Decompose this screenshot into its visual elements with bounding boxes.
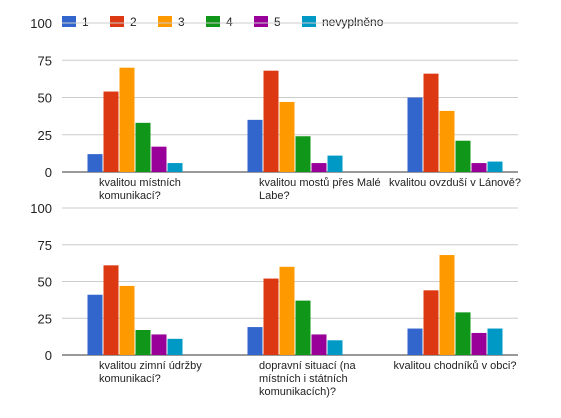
bar	[487, 161, 503, 172]
x-tick-label-line: komunikací?	[99, 190, 161, 202]
legend-label: 4	[226, 15, 233, 29]
y-tick-label: 75	[38, 238, 52, 253]
legend-swatch	[206, 16, 220, 27]
legend-swatch	[158, 16, 172, 27]
x-tick-label-line: komunikací?	[99, 373, 161, 385]
bar	[423, 73, 439, 172]
legend-swatch	[62, 16, 76, 27]
bar	[151, 146, 167, 172]
y-tick-label: 50	[38, 275, 52, 290]
legend-label: 2	[130, 15, 137, 29]
legend-label: nevyplněno	[322, 15, 384, 29]
x-tick-label-line: kvalitou mostů přes Malé	[259, 177, 381, 189]
x-tick-label: kvalitou zimní údržby komunikací?	[99, 360, 202, 385]
bar	[167, 163, 183, 172]
x-tick-label-line: místních i státních	[259, 373, 348, 385]
bar	[407, 97, 423, 172]
bar	[455, 140, 471, 172]
bar	[439, 255, 455, 355]
bar	[439, 110, 455, 172]
x-tick-label-line: Labe?	[259, 190, 290, 202]
bar	[279, 266, 295, 355]
bar	[87, 154, 103, 172]
x-tick-label: kvalitou místních komunikací?	[99, 177, 181, 202]
bar	[87, 294, 103, 355]
bar	[455, 312, 471, 355]
x-tick-label-line: komunikacích)?	[259, 386, 336, 398]
bar	[167, 338, 183, 355]
bar	[471, 163, 487, 172]
bar	[151, 334, 167, 355]
bar	[327, 155, 343, 172]
x-tick-label: dopravní situací (na místních i státních k…	[259, 360, 356, 398]
bar	[279, 101, 295, 172]
bar	[487, 328, 503, 355]
bar	[407, 328, 423, 355]
x-tick-label-line: kvalitou zimní údržby	[99, 360, 202, 372]
y-tick-label: 75	[38, 53, 52, 68]
bar	[311, 163, 327, 172]
y-tick-label: 0	[45, 348, 52, 363]
x-tick-label: kvalitou chodníků v obci?	[394, 360, 517, 372]
y-tick-label: 100	[30, 16, 52, 31]
y-tick-label: 100	[30, 201, 52, 216]
bar	[247, 327, 263, 355]
x-tick-label: kvalitou ovzduší v Lánově?	[389, 177, 521, 189]
y-tick-label: 0	[45, 165, 52, 180]
bar	[471, 332, 487, 355]
legend-label: 3	[178, 15, 185, 29]
bar	[263, 70, 279, 172]
bar	[103, 265, 119, 355]
bar	[311, 334, 327, 355]
bar	[103, 91, 119, 172]
y-tick-label: 25	[38, 128, 52, 143]
bar	[135, 330, 151, 355]
x-tick-label-line: kvalitou místních	[99, 177, 181, 189]
bar	[295, 300, 311, 355]
legend-label: 5	[274, 15, 281, 29]
bar	[247, 119, 263, 172]
bar	[295, 136, 311, 172]
bar	[423, 290, 439, 355]
y-tick-label: 50	[38, 91, 52, 106]
bar	[327, 340, 343, 355]
bar	[119, 67, 135, 172]
x-tick-label: kvalitou mostů přes Malé Labe?	[259, 177, 381, 202]
bar	[119, 285, 135, 355]
x-tick-label-line: kvalitou chodníků v obci?	[394, 360, 517, 372]
y-tick-label: 25	[38, 311, 52, 326]
legend-label: 1	[82, 15, 89, 29]
x-tick-label-line: dopravní situací (na	[259, 360, 356, 372]
bar	[135, 122, 151, 172]
x-tick-label-line: kvalitou ovzduší v Lánově?	[389, 177, 521, 189]
bar	[263, 278, 279, 355]
legend-swatch	[110, 16, 124, 27]
legend-swatch	[254, 16, 268, 27]
legend-swatch	[302, 16, 316, 27]
